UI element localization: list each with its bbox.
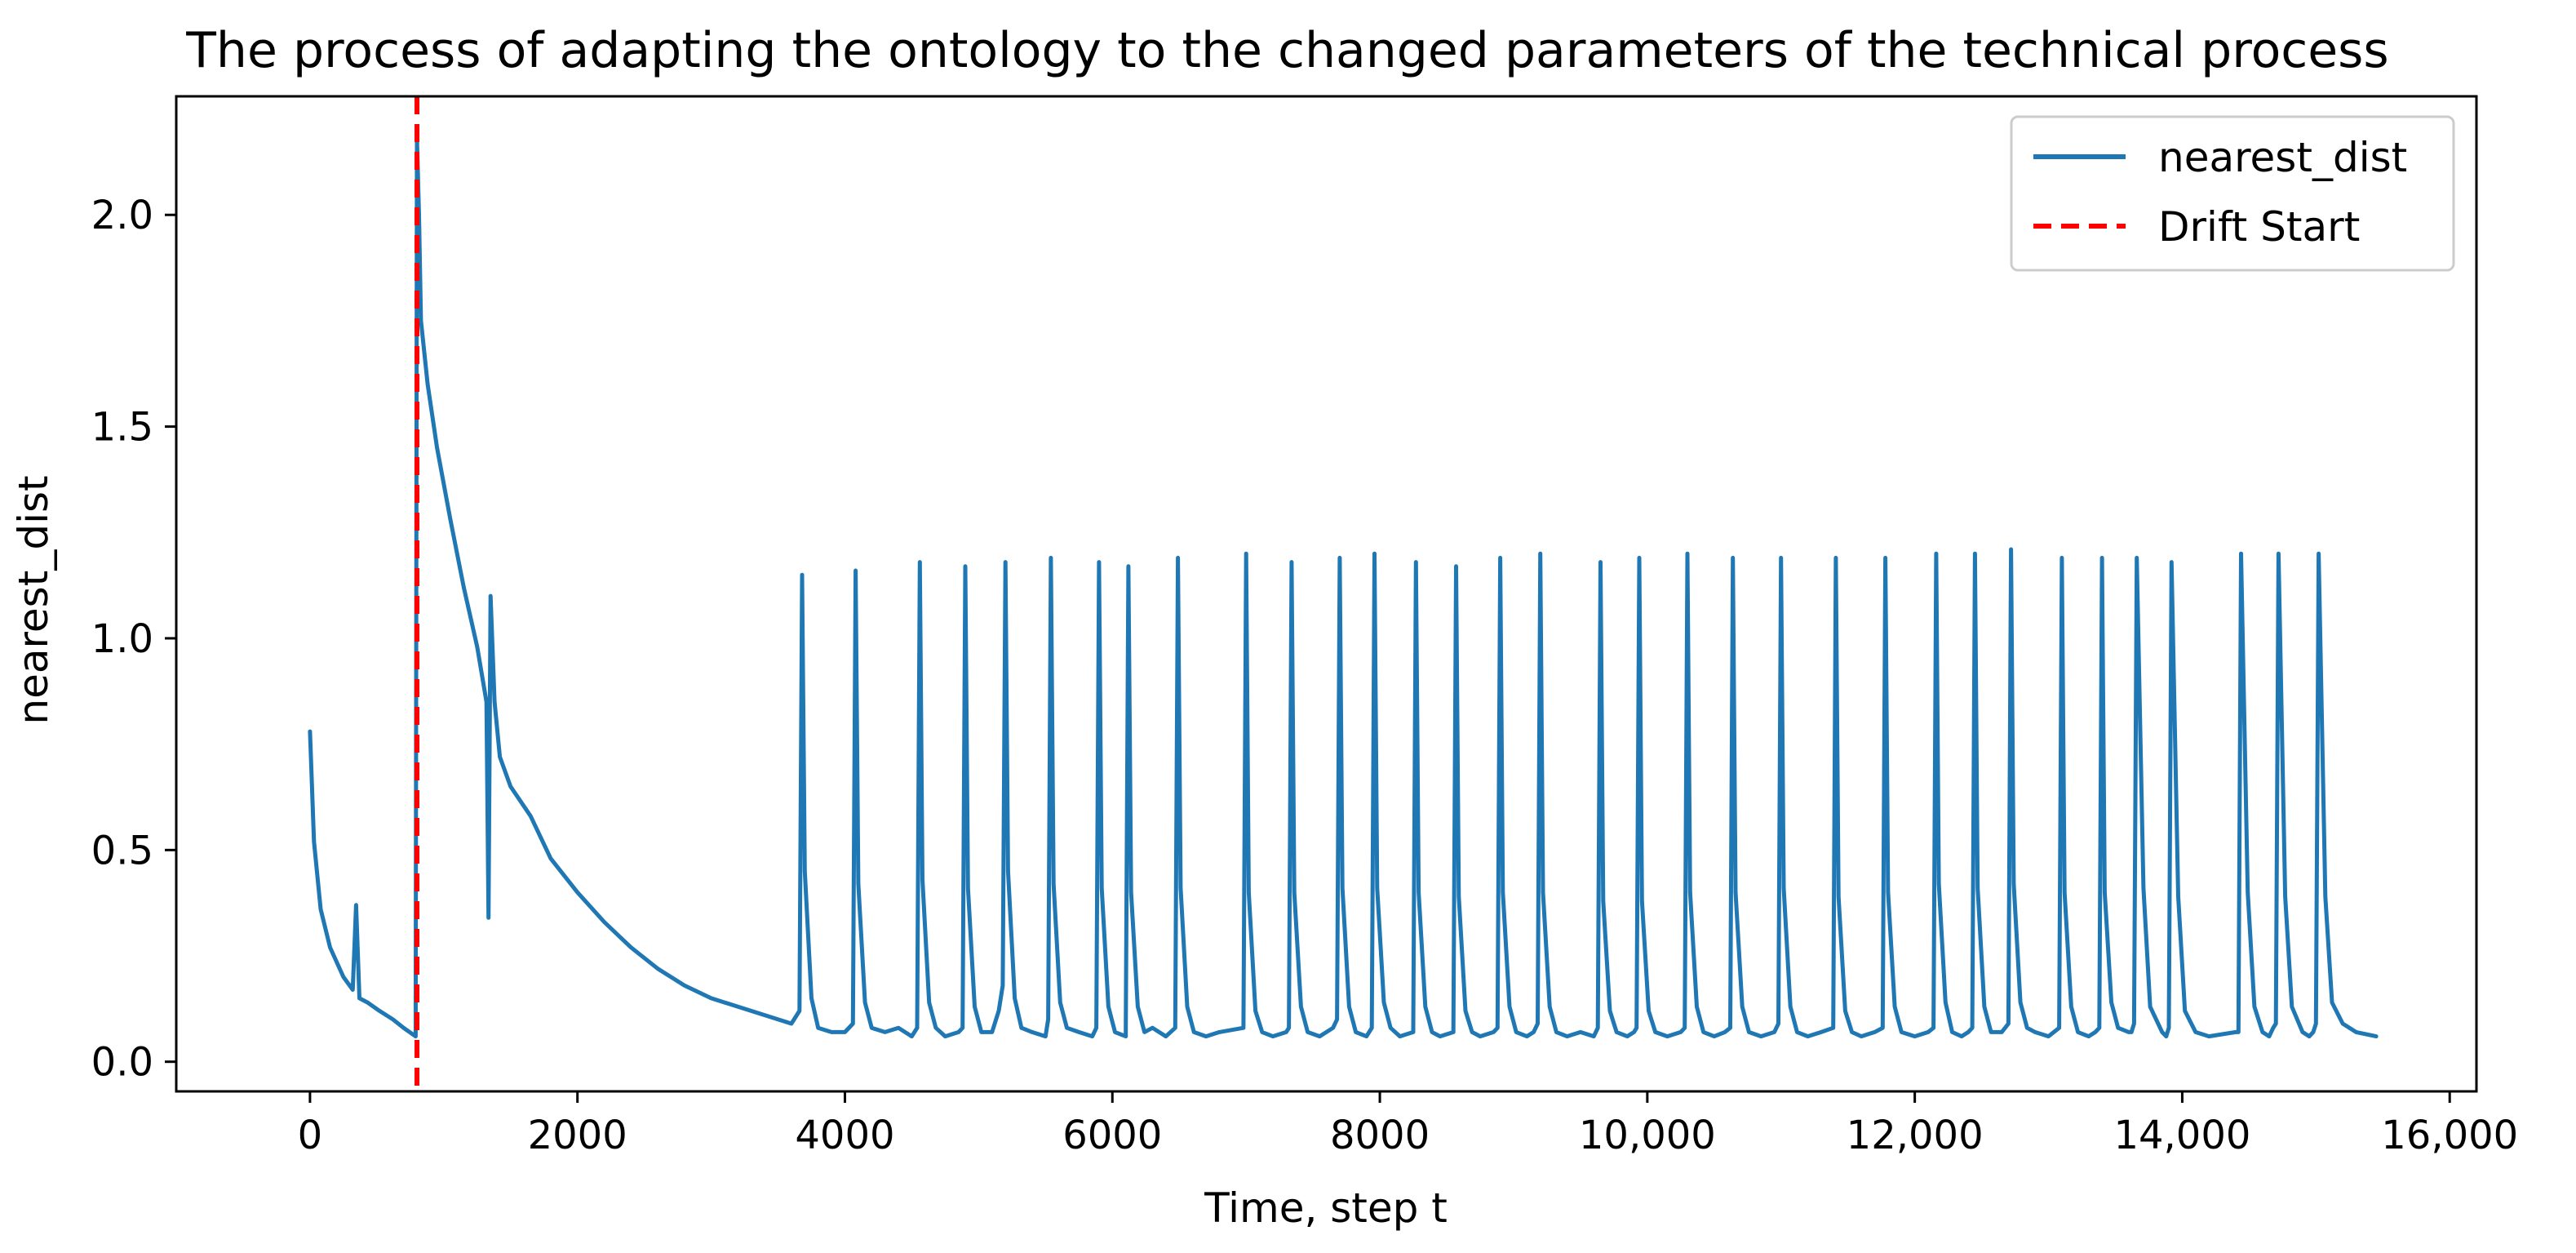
- y-tick-label: 1.5: [91, 405, 153, 451]
- legend-label-drift-start: Drift Start: [2158, 203, 2360, 251]
- x-tick-label: 8000: [1330, 1113, 1430, 1158]
- y-tick-label: 0.0: [91, 1040, 153, 1086]
- series-line-nearest-dist: [308, 136, 2379, 1039]
- chart-title: The process of adapting the ontology to …: [185, 22, 2388, 79]
- x-tick-label: 12,000: [1847, 1113, 1984, 1158]
- legend: nearest_dist Drift Start: [2010, 115, 2455, 272]
- axes-frame: [175, 95, 2478, 1093]
- y-tick-label: 1.0: [91, 616, 153, 662]
- x-axis-label: Time, step t: [1204, 1184, 1448, 1232]
- x-tick-label: 14,000: [2113, 1113, 2250, 1158]
- y-tick-label: 2.0: [91, 193, 153, 238]
- legend-label-nearest-dist: nearest_dist: [2158, 134, 2407, 181]
- x-tick-label: 10,000: [1579, 1113, 1716, 1158]
- y-tick-label: 0.5: [91, 828, 153, 873]
- plot-area: [308, 96, 2379, 1091]
- x-tick-label: 2000: [528, 1113, 627, 1158]
- y-axis-label: nearest_dist: [10, 475, 57, 724]
- x-tick-label: 16,000: [2381, 1113, 2518, 1158]
- y-axis: 0.0 0.5 1.0 1.5 2.0: [91, 193, 176, 1086]
- x-tick-label: 4000: [795, 1113, 894, 1158]
- x-axis: 0 2000 4000 6000 8000 10,000 12,000 14,000 16,00…: [298, 1091, 2518, 1158]
- x-tick-label: 6000: [1062, 1113, 1162, 1158]
- x-tick-label: 0: [298, 1113, 323, 1158]
